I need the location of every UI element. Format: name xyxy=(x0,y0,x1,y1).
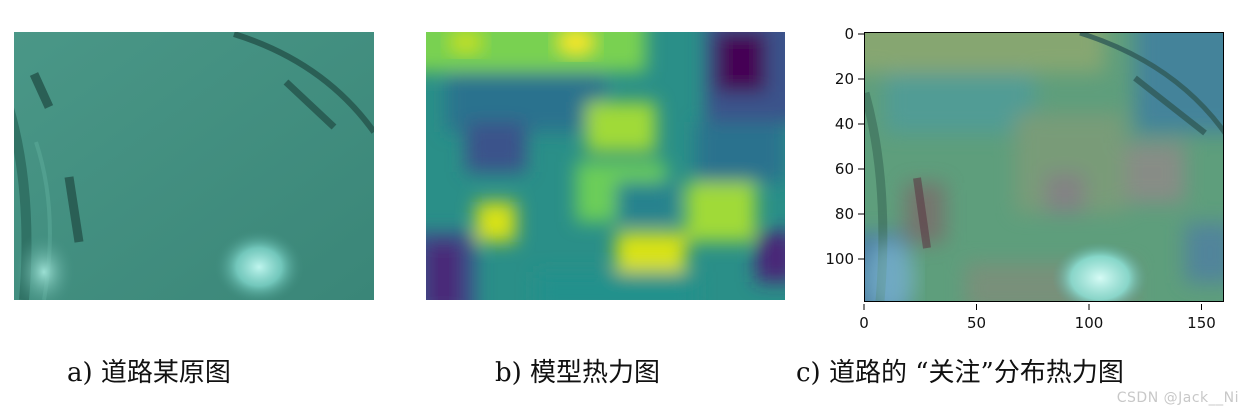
watermark: CSDN @Jack__Ni xyxy=(1116,390,1239,406)
y-tick-label: 100 xyxy=(825,250,854,268)
x-tick-label: 100 xyxy=(1075,314,1104,332)
x-axis: 0 50 100 150 xyxy=(859,304,1216,332)
y-tick-label: 20 xyxy=(835,70,854,88)
y-tick-label: 60 xyxy=(835,160,854,178)
road-original-image xyxy=(14,32,374,300)
heatmap-axes: 0 20 40 60 80 100 0 50 100 150 xyxy=(825,25,1216,332)
y-axis: 0 20 40 60 80 100 xyxy=(825,25,864,268)
y-tick-label: 40 xyxy=(835,115,854,133)
model-heatmap xyxy=(426,32,785,300)
y-tick-label: 80 xyxy=(835,205,854,223)
x-tick-label: 150 xyxy=(1187,314,1216,332)
caption-a: a) 道路某原图 xyxy=(67,358,231,388)
caption-c: c) 道路的 “关注”分布热力图 xyxy=(796,358,1124,388)
caption-b: b) 模型热力图 xyxy=(495,358,661,388)
x-tick-label: 50 xyxy=(967,314,986,332)
attention-overlay-heatmap xyxy=(864,32,1224,302)
x-tick-label: 0 xyxy=(859,314,869,332)
y-tick-label: 0 xyxy=(844,25,854,43)
